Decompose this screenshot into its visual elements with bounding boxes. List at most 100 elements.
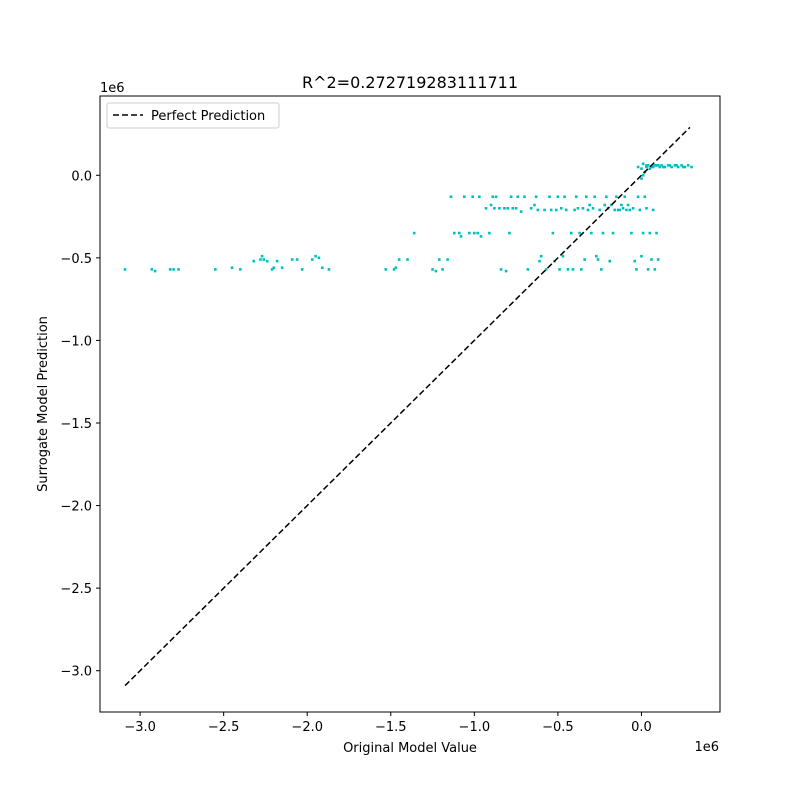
y-tick-label: −1.5 xyxy=(60,417,92,432)
data-point xyxy=(638,208,642,212)
data-point xyxy=(616,208,620,212)
data-point xyxy=(499,268,503,271)
data-point xyxy=(640,254,643,258)
data-point xyxy=(596,258,600,261)
data-point xyxy=(615,195,618,199)
scatter-points xyxy=(123,162,693,273)
data-point xyxy=(272,266,276,270)
data-point xyxy=(645,165,648,169)
x-tick-label: −1.0 xyxy=(459,720,491,735)
x-axis-ticks: −3.0 −2.5 −2.0 −1.5 −1.0 −0.5 0.0 xyxy=(124,712,652,735)
legend-label: Perfect Prediction xyxy=(151,109,265,124)
data-point xyxy=(626,203,630,207)
data-point xyxy=(270,268,274,271)
data-point xyxy=(601,231,605,235)
data-point xyxy=(625,208,628,212)
data-point xyxy=(549,208,553,212)
chart-title: R^2=0.272719283111711 xyxy=(302,73,518,92)
data-point xyxy=(230,266,234,270)
data-point xyxy=(498,207,501,210)
y-tick-label: −2.5 xyxy=(60,582,92,597)
data-point xyxy=(650,258,653,261)
data-point xyxy=(314,254,317,258)
data-point xyxy=(494,195,498,199)
data-point xyxy=(514,207,518,210)
data-point xyxy=(559,207,563,210)
data-point xyxy=(643,195,647,199)
data-point xyxy=(544,268,548,271)
data-point xyxy=(578,231,581,235)
data-point xyxy=(471,195,474,199)
data-point xyxy=(648,231,652,235)
data-point xyxy=(680,164,683,167)
data-point xyxy=(280,266,284,270)
data-point xyxy=(239,268,242,271)
data-point xyxy=(437,258,441,261)
data-point xyxy=(656,258,660,261)
data-point xyxy=(650,165,653,169)
data-point xyxy=(656,164,660,167)
data-point xyxy=(458,231,461,235)
x-tick-label: −2.5 xyxy=(208,720,240,735)
y-tick-label: −1.0 xyxy=(60,334,92,349)
data-point xyxy=(636,195,640,199)
data-point xyxy=(168,268,172,271)
data-point xyxy=(153,269,157,273)
data-point xyxy=(536,208,540,212)
data-point xyxy=(317,256,321,260)
data-point xyxy=(260,254,264,258)
data-point xyxy=(459,235,463,238)
data-point xyxy=(686,164,690,167)
data-point xyxy=(583,258,586,261)
data-point xyxy=(593,195,596,199)
data-point xyxy=(563,195,566,199)
plot-frame xyxy=(99,95,721,713)
data-point xyxy=(666,164,670,167)
y-tick-label: −3.0 xyxy=(60,665,92,680)
data-point xyxy=(327,268,331,271)
data-point xyxy=(586,208,590,212)
data-point xyxy=(262,258,266,261)
data-point xyxy=(636,165,640,169)
x-tick-label: 0.0 xyxy=(631,720,652,735)
data-point xyxy=(588,203,591,207)
legend: Perfect Prediction xyxy=(106,102,280,129)
data-point xyxy=(683,165,687,169)
data-point xyxy=(320,266,324,270)
y-axis-ticks: 0.0 −0.5 −1.0 −1.5 −2.0 −2.5 −3.0 xyxy=(60,169,100,680)
data-point xyxy=(590,231,593,235)
data-point xyxy=(463,195,466,199)
data-point xyxy=(506,207,510,210)
data-point xyxy=(651,165,655,169)
data-point xyxy=(651,208,655,212)
data-point xyxy=(641,231,645,235)
data-point xyxy=(526,268,530,271)
data-point xyxy=(493,207,496,210)
data-point xyxy=(384,268,388,271)
y-axis-offset-text: 1e6 xyxy=(100,81,125,96)
data-point xyxy=(523,195,526,199)
data-point xyxy=(259,258,262,261)
data-point xyxy=(295,258,299,261)
data-point xyxy=(539,254,543,258)
data-point xyxy=(177,268,180,271)
data-point xyxy=(653,164,657,167)
data-point xyxy=(579,268,583,271)
data-point xyxy=(653,268,657,271)
data-point xyxy=(533,203,536,207)
data-point xyxy=(478,195,481,199)
data-point xyxy=(641,162,645,166)
data-point xyxy=(150,268,154,271)
data-point xyxy=(628,208,632,212)
data-point xyxy=(516,195,520,199)
data-point xyxy=(571,268,575,271)
data-point xyxy=(581,207,585,210)
data-point xyxy=(576,207,580,210)
data-point xyxy=(489,203,493,207)
data-point xyxy=(564,208,568,212)
data-point xyxy=(566,268,570,271)
data-point xyxy=(675,164,678,167)
data-point xyxy=(591,207,595,210)
perfect-prediction-line xyxy=(124,126,691,687)
